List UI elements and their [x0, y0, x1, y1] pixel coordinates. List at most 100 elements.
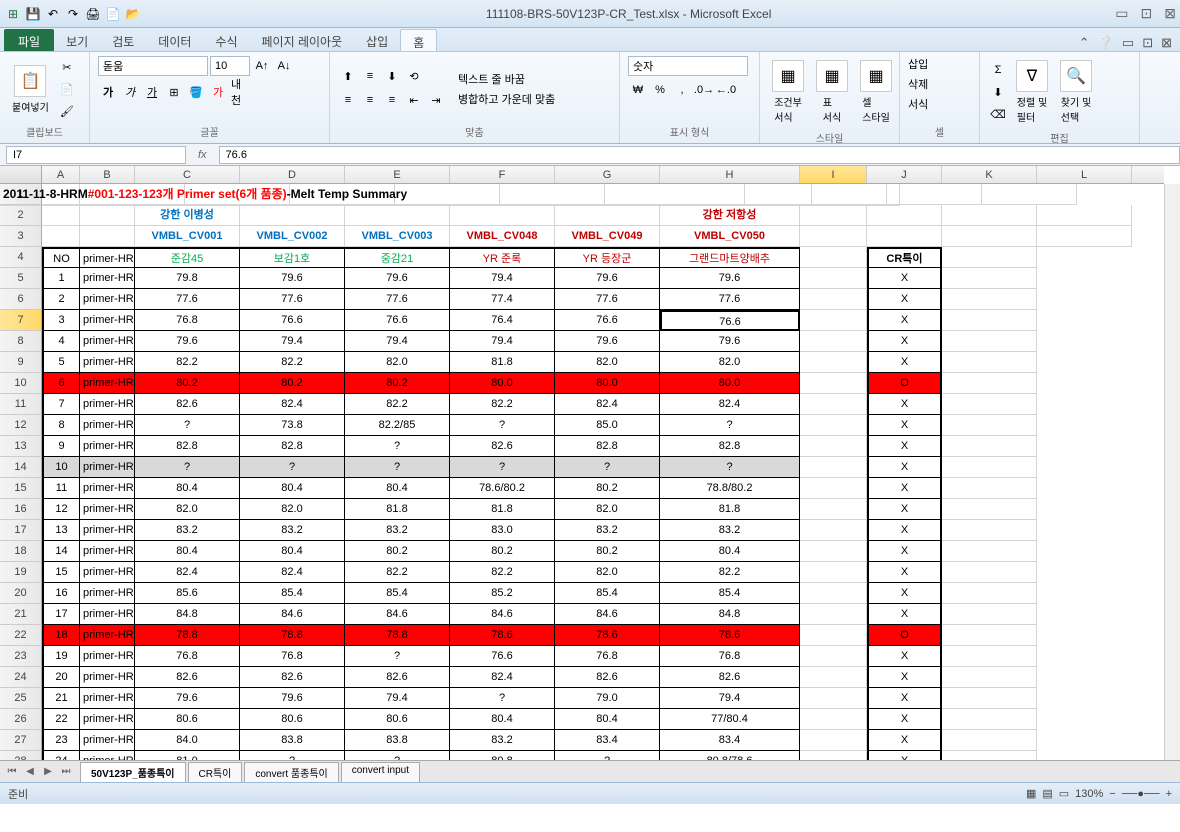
cell[interactable]: 77.4	[450, 289, 555, 310]
cell[interactable]	[800, 688, 867, 709]
cell[interactable]: primer-HRM 10	[80, 457, 135, 478]
row-header[interactable]: 6	[0, 289, 42, 310]
view-layout-icon[interactable]: ▤	[1042, 787, 1052, 800]
cell[interactable]: 76.6	[240, 310, 345, 331]
cell[interactable]: 76.6	[660, 310, 800, 331]
align-bottom-icon[interactable]: ⬇	[382, 66, 402, 86]
cell[interactable]: 79.6	[660, 331, 800, 352]
formula-input[interactable]: 76.6	[219, 146, 1180, 164]
cell[interactable]: 21	[42, 688, 80, 709]
cell[interactable]: 80.2	[450, 541, 555, 562]
cell[interactable]	[800, 205, 867, 226]
cell[interactable]: 83.2	[135, 520, 240, 541]
cell[interactable]: 14	[42, 541, 80, 562]
format-painter-icon[interactable]: 🖌	[57, 101, 77, 121]
grid[interactable]: 12011-11-8-HRM#001-123-123개 Primer set(6…	[0, 184, 1164, 782]
cell[interactable]: primer-HRM 16	[80, 583, 135, 604]
indent-dec-icon[interactable]: ⇤	[404, 90, 424, 110]
row-header[interactable]: 15	[0, 478, 42, 499]
format-cells-button[interactable]: 서식	[908, 96, 928, 112]
cell[interactable]	[800, 646, 867, 667]
cell[interactable]	[942, 730, 1037, 751]
cell[interactable]	[942, 520, 1037, 541]
cell[interactable]	[942, 352, 1037, 373]
cell[interactable]: 84.6	[240, 604, 345, 625]
cell[interactable]	[942, 583, 1037, 604]
cell[interactable]	[800, 604, 867, 625]
cell[interactable]	[800, 583, 867, 604]
cell[interactable]: 77.6	[345, 289, 450, 310]
percent-icon[interactable]: %	[650, 80, 670, 100]
cell[interactable]: 82.2	[135, 352, 240, 373]
cell[interactable]: 83.8	[240, 730, 345, 751]
cell[interactable]: YR 준록	[450, 247, 555, 268]
ribbon-tab[interactable]: 수식	[203, 29, 249, 51]
cell[interactable]	[942, 646, 1037, 667]
cell[interactable]	[942, 268, 1037, 289]
cell[interactable]: VMBL_CV049	[555, 226, 660, 247]
cell[interactable]: 82.8	[555, 436, 660, 457]
row-header[interactable]: 23	[0, 646, 42, 667]
cell[interactable]	[800, 310, 867, 331]
cell[interactable]: 85.4	[345, 583, 450, 604]
view-normal-icon[interactable]: ▦	[1026, 787, 1036, 800]
cell[interactable]: 82.8	[240, 436, 345, 457]
cell[interactable]: X	[867, 646, 942, 667]
sheet-tab[interactable]: 50V123P_품종특이	[80, 762, 186, 782]
cell[interactable]: 82.4	[450, 667, 555, 688]
doc-restore-icon[interactable]: ⊡	[1142, 35, 1153, 51]
cell[interactable]	[942, 247, 1037, 268]
cell[interactable]	[942, 457, 1037, 478]
maximize-icon[interactable]: ⊡	[1141, 5, 1153, 22]
cell[interactable]: X	[867, 436, 942, 457]
underline-button[interactable]: 가	[142, 82, 162, 102]
cell[interactable]: 80.6	[135, 709, 240, 730]
cell[interactable]: 84.8	[135, 604, 240, 625]
cell[interactable]: 77.6	[660, 289, 800, 310]
undo-icon[interactable]: ↶	[44, 5, 62, 23]
cell[interactable]: ?	[135, 457, 240, 478]
column-header[interactable]: F	[450, 166, 555, 183]
redo-icon[interactable]: ↷	[64, 5, 82, 23]
cell[interactable]: primer-HRM 06	[80, 373, 135, 394]
row-header[interactable]: 11	[0, 394, 42, 415]
cell[interactable]: 8	[42, 415, 80, 436]
cell[interactable]: 82.0	[345, 352, 450, 373]
cell[interactable]: 82.4	[135, 562, 240, 583]
cell[interactable]: 76.6	[345, 310, 450, 331]
cell[interactable]: 76.8	[135, 646, 240, 667]
ribbon-minimize-icon[interactable]: ⌃	[1079, 35, 1090, 51]
cell[interactable]: X	[867, 667, 942, 688]
row-header[interactable]: 20	[0, 583, 42, 604]
cell[interactable]: 79.4	[240, 331, 345, 352]
cell[interactable]	[800, 730, 867, 751]
cell[interactable]: 2	[42, 289, 80, 310]
cell[interactable]: X	[867, 688, 942, 709]
cell[interactable]: ?	[555, 457, 660, 478]
cell[interactable]: X	[867, 394, 942, 415]
paste-button[interactable]: 📋 붙여넣기	[8, 61, 53, 118]
cell[interactable]: 82.6	[345, 667, 450, 688]
cell[interactable]: 강한 저항성	[660, 205, 800, 226]
zoom-slider[interactable]: ──●──	[1122, 788, 1160, 800]
cell[interactable]: 79.4	[345, 688, 450, 709]
cell[interactable]: 76.6	[450, 646, 555, 667]
cell[interactable]	[800, 499, 867, 520]
cell[interactable]: O	[867, 373, 942, 394]
cell[interactable]: 83.2	[660, 520, 800, 541]
cell[interactable]: 82.6	[450, 436, 555, 457]
row-header[interactable]: 17	[0, 520, 42, 541]
cell[interactable]: 76.8	[660, 646, 800, 667]
row-header[interactable]: 7	[0, 310, 42, 331]
cell[interactable]: 85.6	[135, 583, 240, 604]
cell[interactable]: 80.6	[345, 709, 450, 730]
cell[interactable]: 80.4	[345, 478, 450, 499]
cell[interactable]: 20	[42, 667, 80, 688]
sort-filter-button[interactable]: ᐁ정렬 및 필터	[1012, 56, 1052, 128]
cell[interactable]	[1037, 226, 1132, 247]
cell[interactable]: 79.4	[660, 688, 800, 709]
cell[interactable]	[42, 226, 80, 247]
cell[interactable]: 80.2	[345, 541, 450, 562]
inc-decimal-icon[interactable]: .0→	[694, 80, 714, 100]
cell[interactable]	[800, 436, 867, 457]
